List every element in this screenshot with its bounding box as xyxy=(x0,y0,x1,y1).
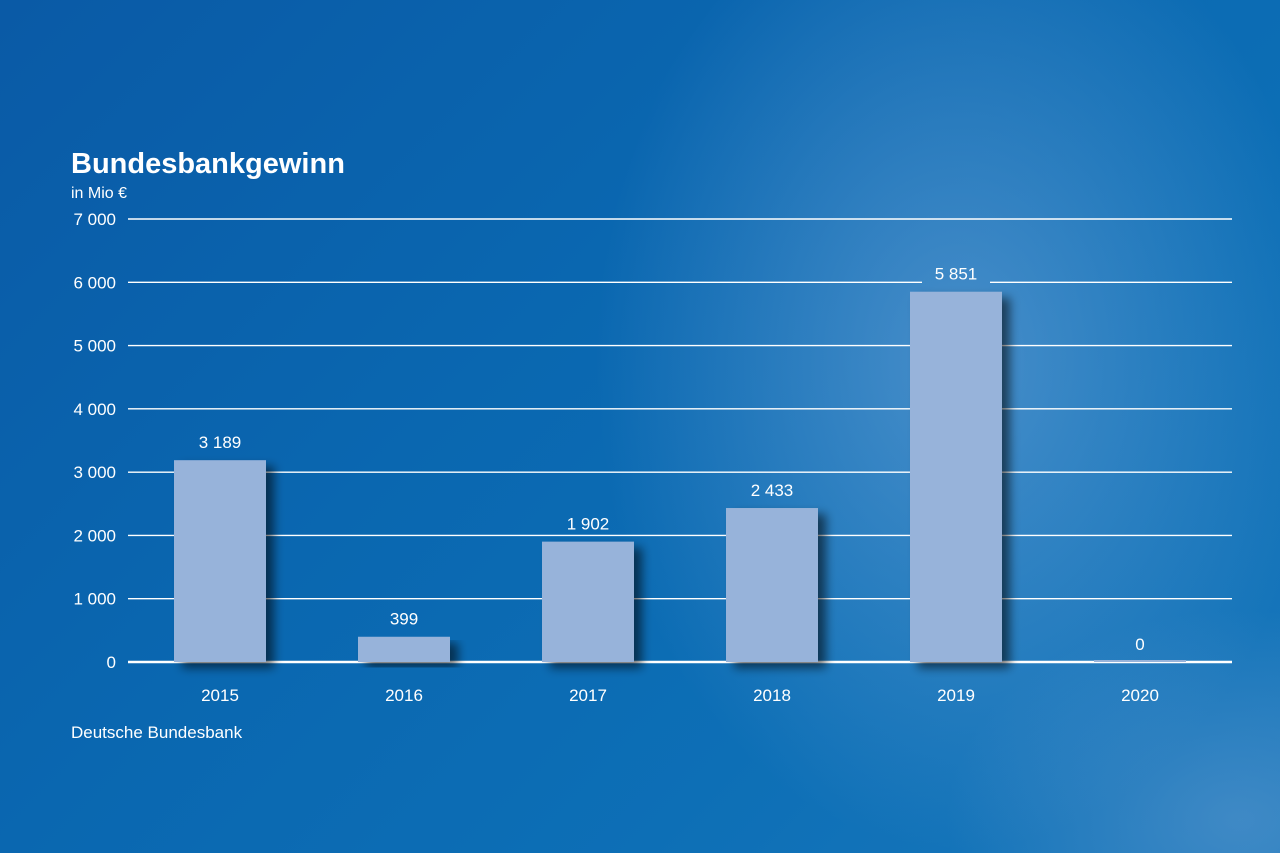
x-tick-label: 2018 xyxy=(753,686,791,705)
data-labels: 3 189 399 1 902 2 433 5 851 0 xyxy=(199,265,1145,654)
data-label-2017: 1 902 xyxy=(567,515,610,534)
chart-subtitle: in Mio € xyxy=(71,185,127,202)
x-tick-label: 2019 xyxy=(937,686,975,705)
y-tick-label: 4 000 xyxy=(73,400,116,419)
chart-title: Bundesbankgewinn xyxy=(71,148,345,180)
gridlines xyxy=(128,218,1232,664)
bar-2017 xyxy=(542,541,634,662)
data-label-2015: 3 189 xyxy=(199,433,242,452)
x-tick-label: 2020 xyxy=(1121,686,1159,705)
data-label-2016: 399 xyxy=(390,610,418,629)
source-note: Deutsche Bundesbank xyxy=(71,723,243,742)
x-tick-label: 2015 xyxy=(201,686,239,705)
bars xyxy=(174,291,1186,662)
bar-2020 xyxy=(1094,660,1186,662)
data-label-2020: 0 xyxy=(1135,635,1144,654)
y-tick-label: 6 000 xyxy=(73,273,116,292)
x-axis-ticks: 2015 2016 2017 2018 2019 2020 xyxy=(201,686,1159,705)
data-label-2018: 2 433 xyxy=(751,481,794,500)
x-tick-label: 2017 xyxy=(569,686,607,705)
x-tick-label: 2016 xyxy=(385,686,423,705)
bar-2018 xyxy=(726,508,818,662)
y-tick-label: 3 000 xyxy=(73,463,116,482)
bar-2019 xyxy=(910,291,1002,662)
y-tick-label: 2 000 xyxy=(73,526,116,545)
y-tick-label: 7 000 xyxy=(73,210,116,229)
y-axis-ticks: 0 1 000 2 000 3 000 4 000 5 000 6 000 7 000 xyxy=(73,210,116,672)
bar-2015 xyxy=(174,460,266,662)
bar-2016 xyxy=(358,636,450,662)
y-tick-label: 0 xyxy=(107,653,116,672)
y-tick-label: 5 000 xyxy=(73,337,116,356)
y-tick-label: 1 000 xyxy=(73,590,116,609)
data-label-2019: 5 851 xyxy=(935,265,978,284)
